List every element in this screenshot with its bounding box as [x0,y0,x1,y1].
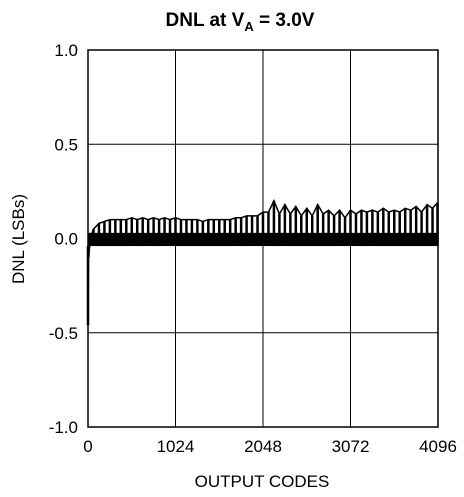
y-tick-label: 0.5 [54,135,78,154]
x-tick-label: 2048 [244,437,282,456]
x-tick-labels: 0 1024 2048 3072 4096 [83,437,457,456]
y-tick-label: -0.5 [49,324,78,343]
x-tick-label: 0 [83,437,92,456]
series-group [86,198,439,326]
y-tick-label: 0.0 [54,230,78,249]
x-tick-label: 3072 [332,437,370,456]
chart-title: DNL at VA = 3.0V [166,10,315,34]
y-tick-labels: 1.0 0.5 0.0 -0.5 -1.0 [49,41,78,437]
plot-frame [87,49,439,428]
y-tick-label: -1.0 [49,418,78,437]
x-tick-label: 4096 [419,437,457,456]
x-axis-label: OUTPUT CODES [195,472,330,491]
x-tick-label: 1024 [157,437,195,456]
y-axis-label: DNL (LSBs) [9,194,28,284]
y-tick-label: 1.0 [54,41,78,60]
